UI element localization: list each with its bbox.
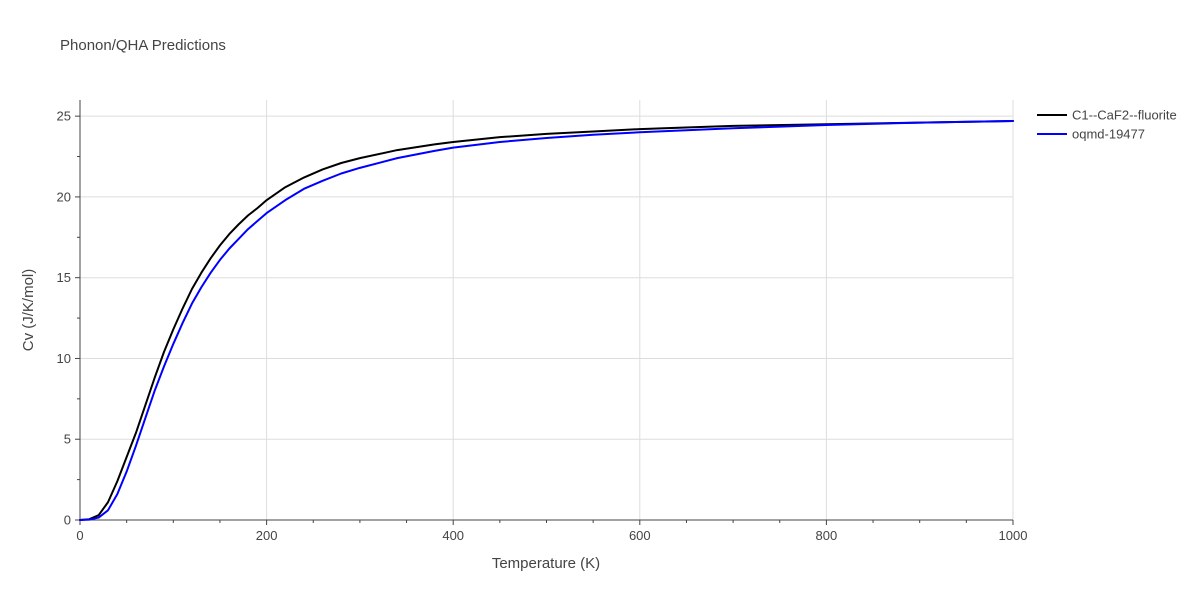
legend-item-2[interactable]: oqmd-19477 bbox=[1037, 127, 1145, 142]
x-tick-label: 600 bbox=[629, 528, 651, 543]
series-line-2 bbox=[79, 120, 1014, 521]
y-tick-label: 20 bbox=[57, 189, 71, 204]
x-axis-title: Temperature (K) bbox=[492, 555, 600, 572]
series-line-1 bbox=[79, 120, 1014, 521]
legend-label: C1--CaF2--fluorite bbox=[1072, 108, 1177, 123]
x-tick-label: 800 bbox=[816, 528, 838, 543]
x-tick-label: 400 bbox=[442, 528, 464, 543]
grid bbox=[80, 100, 1014, 520]
x-tick-label: 1000 bbox=[999, 528, 1028, 543]
y-tick-label: 15 bbox=[57, 270, 71, 285]
y-tick-label: 5 bbox=[64, 432, 71, 447]
x-tick-label: 200 bbox=[256, 528, 278, 543]
y-tick-label: 0 bbox=[64, 513, 71, 528]
legend-item-1[interactable]: C1--CaF2--fluorite bbox=[1037, 108, 1177, 123]
series-layer bbox=[79, 120, 1014, 521]
y-tick-label: 25 bbox=[57, 109, 71, 124]
legend-label: oqmd-19477 bbox=[1072, 127, 1145, 142]
y-tick-label: 10 bbox=[57, 351, 71, 366]
y-axis-title: Cv (J/K/mol) bbox=[20, 269, 37, 352]
legend[interactable]: C1--CaF2--fluorite oqmd-19477 bbox=[1037, 108, 1177, 142]
chart-title: Phonon/QHA Predictions bbox=[60, 37, 226, 54]
axes: 0 200 400 600 800 1000 0 5 10 15 20 25 bbox=[57, 100, 1028, 543]
x-tick-label: 0 bbox=[76, 528, 83, 543]
